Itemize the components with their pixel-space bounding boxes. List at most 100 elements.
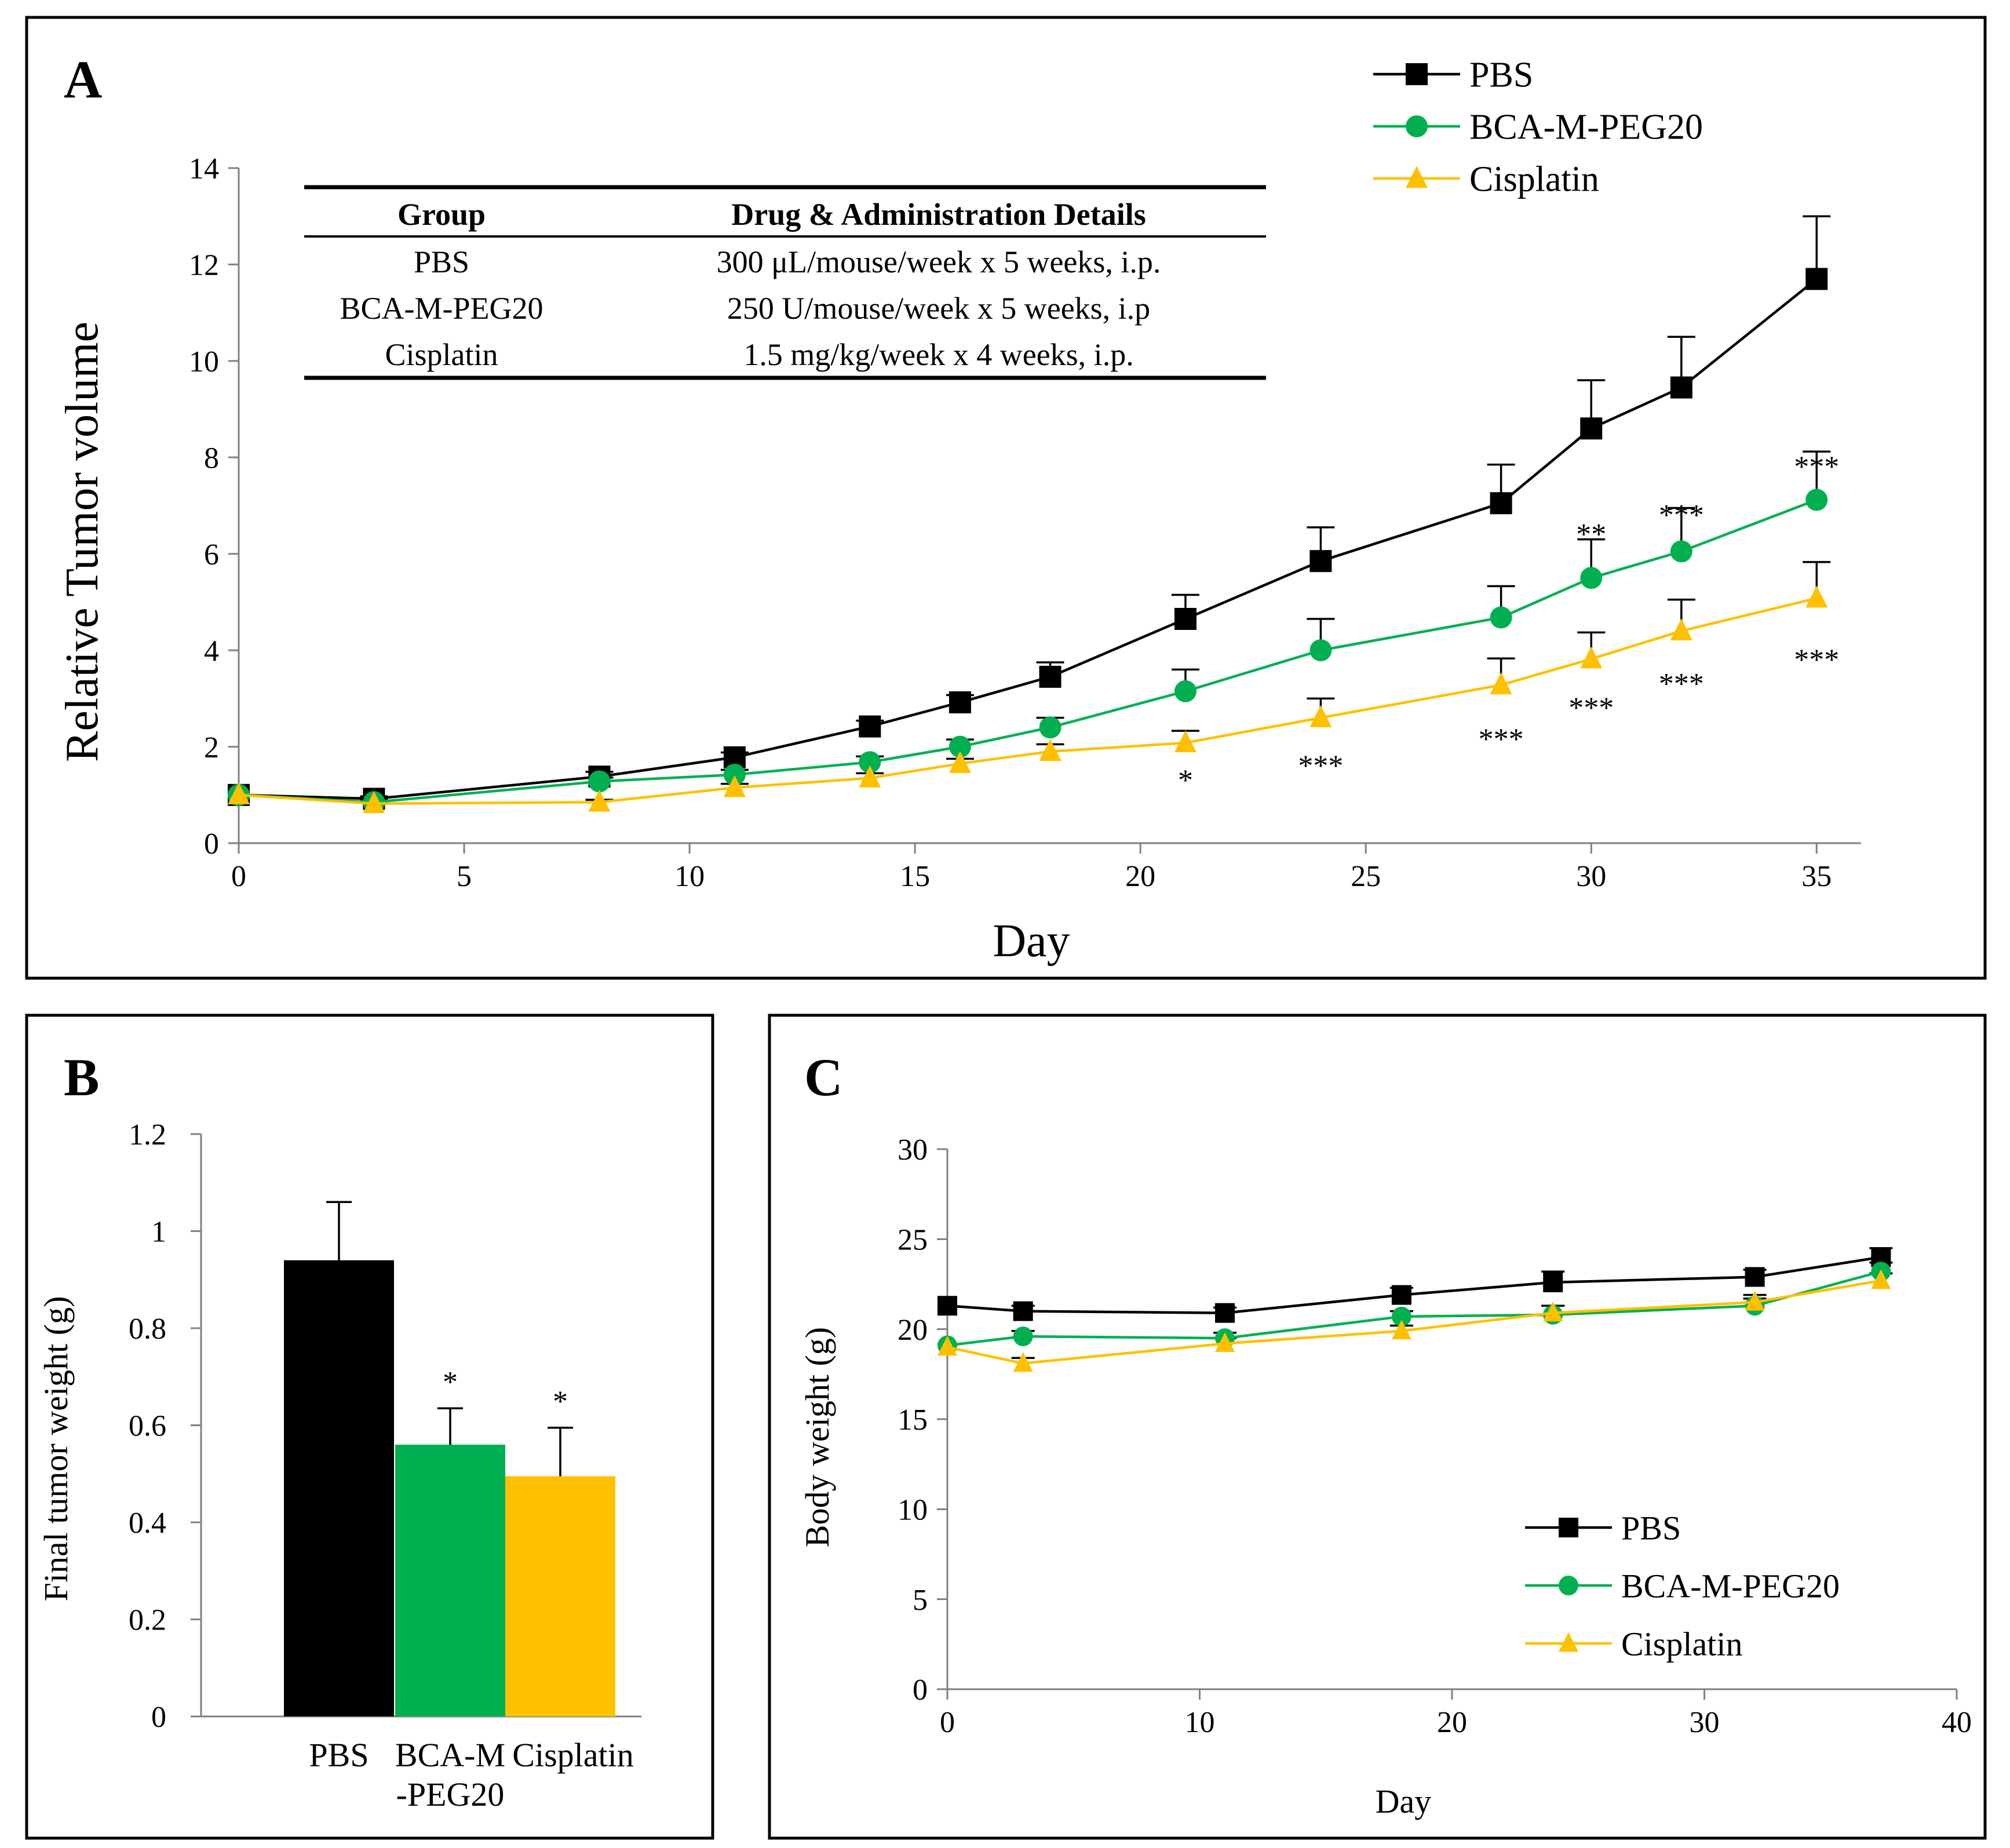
panel-a-point-bca [1174, 680, 1196, 702]
panel-b-y-tick-label: 0.2 [129, 1604, 166, 1637]
panel-c-x-tick-label: 30 [1690, 1706, 1720, 1739]
panel-a-point-pbs [1309, 550, 1332, 573]
panel-a-y-tick-label: 2 [204, 731, 219, 764]
panel-b-y-tick-label: 1.2 [129, 1118, 166, 1151]
panel-c-point-pbs [1013, 1301, 1033, 1321]
panel-a-point-pbs [1490, 492, 1512, 515]
panel-c-letter: C [804, 1048, 842, 1107]
panel-c-legend-label-pbs: PBS [1621, 1509, 1681, 1547]
panel-c-legend-label-cis: Cisplatin [1621, 1625, 1742, 1663]
panel-a-x-tick-label: 5 [457, 860, 472, 893]
panel-c-y-axis-title: Body weight (g) [798, 1327, 836, 1547]
dosing-table: Group Drug & Administration Details PBS … [304, 185, 1266, 380]
table-cell-group-0: PBS [414, 245, 469, 279]
panel-c-point-pbs [1391, 1285, 1411, 1305]
panel-a-point-cis [228, 782, 250, 805]
panel-c-point-pbs [1745, 1267, 1765, 1287]
panel-b-y-label: Final tumor weight (g) [37, 1296, 75, 1602]
panel-a-point-cis [363, 791, 385, 814]
panel-a-x-tick-label: 20 [1125, 860, 1155, 893]
panel-c-frame [768, 1014, 1987, 1840]
panel-c-legend-label-bca: BCA-M-PEG20 [1621, 1567, 1840, 1605]
panel-a-x-tick-label: 0 [231, 860, 246, 893]
table-header-group: Group [397, 197, 486, 232]
panel-a-x-label: Day [993, 916, 1070, 967]
panel-c-legend-marker-cis [1559, 1632, 1578, 1652]
panel-a-point-pbs [1805, 268, 1828, 290]
table-cell-details-0: 300 μL/mouse/week x 5 weeks, i.p. [717, 245, 1161, 279]
panel-a-significance-label: *** [1794, 451, 1839, 484]
panel-b-frame [25, 1014, 714, 1840]
panel-c-point-cis [1391, 1320, 1411, 1340]
panel-c-x-label: Day [1376, 1783, 1432, 1820]
panel-c-legend-marker-bca [1559, 1576, 1578, 1595]
panel-a-point-cis [1490, 672, 1512, 695]
panel-a-y-axis-title: Relative Tumor volume [57, 322, 108, 762]
panel-a-y-tick-label: 10 [189, 345, 219, 378]
panel-c-point-cis [1745, 1291, 1765, 1311]
table-cell-details-2: 1.5 mg/kg/week x 4 weeks, i.p. [743, 337, 1133, 372]
panel-a-y-tick-label: 8 [204, 442, 219, 475]
panel-a-significance-label: *** [1659, 668, 1704, 701]
panel-b-letter: B [64, 1048, 99, 1107]
table-cell-group-1: BCA-M-PEG20 [340, 291, 543, 326]
panel-a-x-tick-label: 10 [674, 860, 705, 893]
panel-a-legend-marker-bca [1406, 115, 1428, 137]
panel-a-frame [25, 16, 1987, 980]
panel-c-x-tick-label: 0 [940, 1706, 955, 1739]
panel-a-point-bca [1309, 639, 1332, 662]
panel-c-y-tick-label: 15 [898, 1404, 928, 1437]
panel-a-legend-marker-cis [1406, 166, 1428, 188]
panel-c-point-bca [1391, 1306, 1411, 1326]
panel-a-point-bca [1580, 567, 1603, 589]
panel-a-y-tick-label: 6 [204, 538, 219, 571]
panel-c-point-pbs [1215, 1303, 1235, 1323]
panel-c-point-cis [1215, 1332, 1235, 1353]
panel-a-y-tick-label: 0 [204, 828, 219, 861]
panel-a-point-pbs [1039, 665, 1061, 688]
panel-b-y-axis-title: Final tumor weight (g) [37, 1296, 75, 1602]
panel-a-point-cis [1805, 585, 1828, 608]
panel-c-y-tick-label: 10 [898, 1494, 928, 1527]
panel-a-point-cis [1580, 646, 1603, 669]
panel-b-y-tick-label: 0.4 [129, 1507, 166, 1540]
panel-c-y-tick-label: 0 [913, 1674, 928, 1707]
panel-b-y-tick-label: 0 [151, 1701, 166, 1734]
panel-a-x-tick-label: 25 [1351, 860, 1381, 893]
panel-c-y-label: Body weight (g) [798, 1327, 836, 1547]
panel-b-category-label: Cisplatin [512, 1736, 633, 1774]
panel-a-legend-label-bca: BCA-M-PEG20 [1469, 108, 1703, 147]
panel-a-significance-label: *** [1568, 692, 1614, 725]
panel-a-plot: 0 2 4 6 8 10 12 14 0 5 10 15 20 25 30 35 PBS BCA-M-PEG20 C… [189, 56, 1861, 893]
panel-c-point-cis [1871, 1269, 1891, 1289]
panel-a-point-pbs [949, 691, 971, 714]
panel-a-legend-label-cis: Cisplatin [1469, 160, 1599, 199]
panel-a-point-cis [859, 766, 881, 788]
panel-a-point-pbs [1174, 608, 1196, 630]
panel-c-point-pbs [937, 1296, 957, 1316]
panel-a-y-tick-label: 4 [204, 635, 219, 668]
panel-a-y-tick-label: 12 [189, 249, 219, 282]
panel-a-point-bca [723, 763, 746, 786]
panel-c-point-bca [1013, 1326, 1033, 1347]
panel-b-bar-bca [395, 1445, 505, 1716]
panel-b-y-tick-label: 1 [151, 1216, 166, 1249]
panel-a-y-label: Relative Tumor volume [57, 322, 108, 762]
panel-a-point-bca [859, 751, 881, 774]
panel-a-point-bca [949, 735, 971, 758]
panel-c-series-line-bca [947, 1270, 1881, 1347]
panel-c-plot: 0 5 10 15 20 25 30 0 10 20 30 40 PBS BCA-M-PEG20 Cispl… [898, 1133, 1972, 1739]
panel-b-significance-label: * [443, 1366, 458, 1399]
panel-a-significance-label: * [1178, 764, 1193, 797]
panel-b-category-label: BCA-M [395, 1736, 505, 1774]
panel-c-y-tick-label: 25 [898, 1224, 928, 1257]
panel-a-point-cis [1309, 705, 1332, 727]
panel-b-y-tick-label: 0.6 [129, 1410, 166, 1443]
panel-c-point-pbs [1543, 1272, 1563, 1292]
panel-c-y-tick-label: 30 [898, 1133, 928, 1167]
panel-a-legend-marker-pbs [1406, 63, 1428, 85]
panel-a-point-bca [1039, 716, 1061, 739]
panel-c-point-cis [1013, 1352, 1033, 1372]
table-cell-details-1: 250 U/mouse/week x 5 weeks, i.p [727, 291, 1150, 326]
